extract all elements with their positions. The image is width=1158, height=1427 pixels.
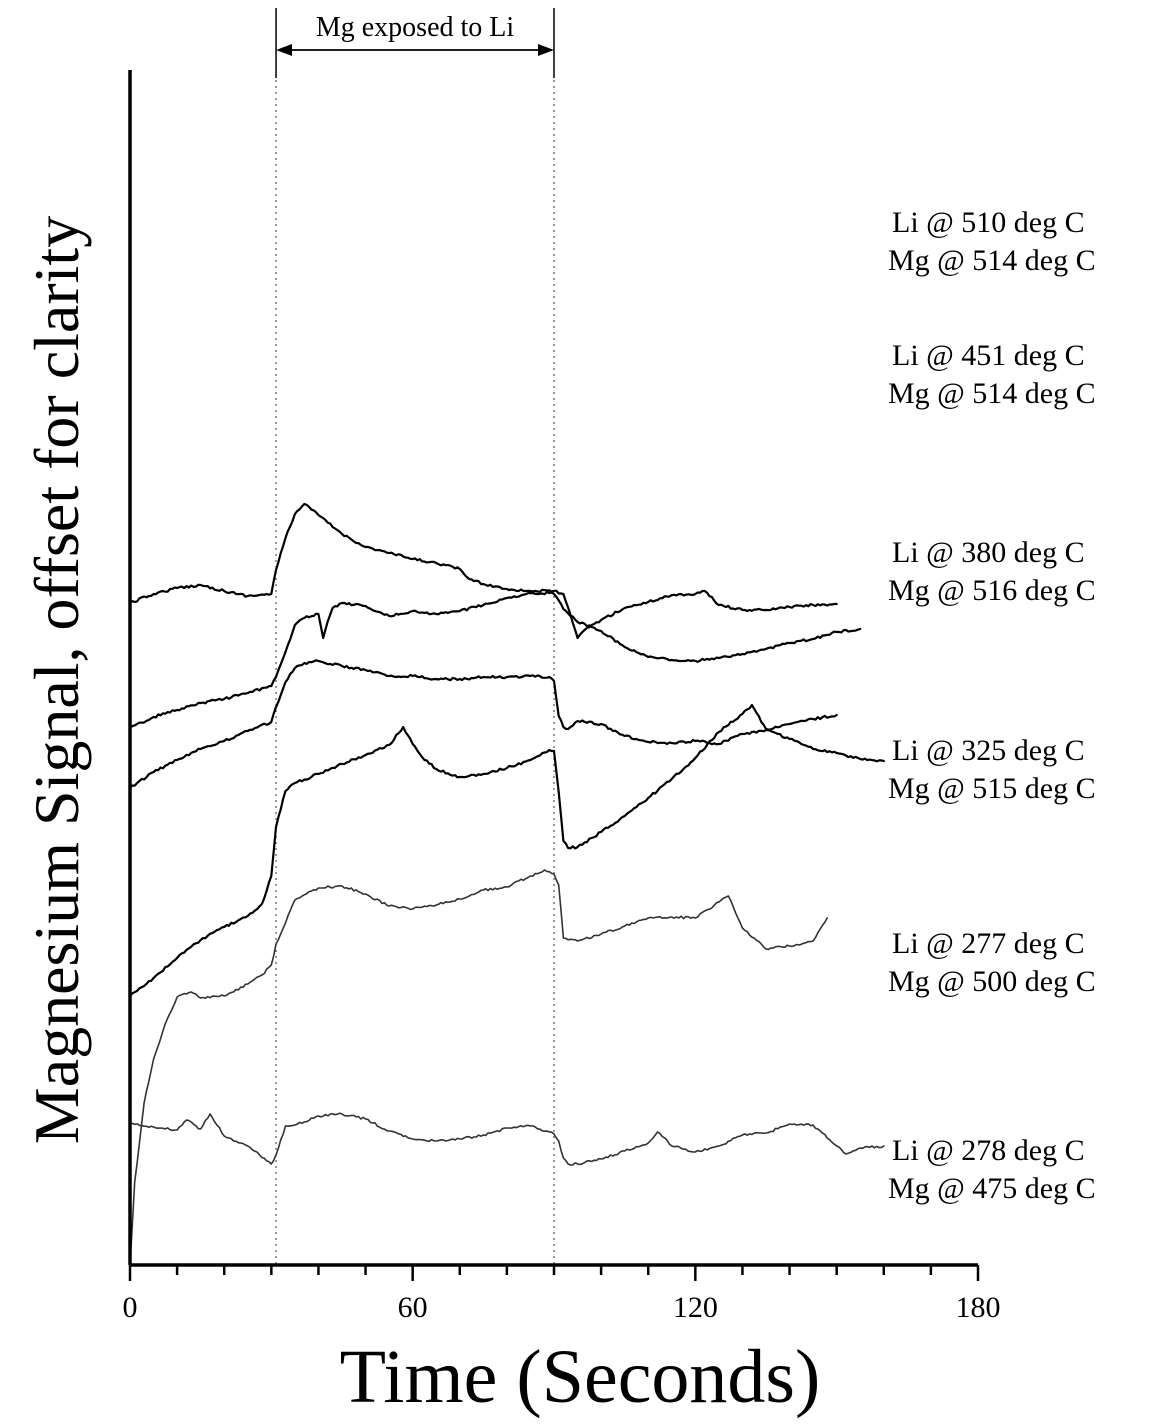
series-line-4 <box>128 703 885 998</box>
series-layer <box>128 502 885 1267</box>
x-tick-label: 0 <box>123 1291 138 1324</box>
series-line-2 <box>128 591 862 730</box>
series-label-6-line-2: Mg @ 475 deg C <box>888 1172 1096 1205</box>
series-line-3 <box>128 659 838 790</box>
series-label-5-line-2: Mg @ 500 deg C <box>888 965 1096 998</box>
series-line-1 <box>128 502 838 640</box>
x-tick-label: 180 <box>956 1291 1001 1324</box>
series-label-3-line-2: Mg @ 516 deg C <box>888 574 1096 607</box>
exposure-annotation: Mg exposed to Li <box>275 8 555 78</box>
series-line-6 <box>129 1112 885 1166</box>
x-axis-label: Time (Seconds) <box>340 1335 821 1419</box>
series-label-2-line-1: Li @ 451 deg C <box>892 339 1085 372</box>
series-label-2-line-2: Mg @ 514 deg C <box>888 377 1096 410</box>
series-label-5-line-1: Li @ 277 deg C <box>892 927 1085 960</box>
series-label-3-line-1: Li @ 380 deg C <box>892 536 1085 569</box>
series-label-6-line-1: Li @ 278 deg C <box>892 1134 1085 1167</box>
x-tick-label: 60 <box>398 1291 428 1324</box>
x-ticks: 0 60 120 180 <box>123 1265 1001 1324</box>
x-tick-label: 120 <box>673 1291 718 1324</box>
y-axis-label: Magnesium Signal, offset for clarity <box>21 216 92 1144</box>
series-labels: Li @ 510 deg C Mg @ 514 deg C Li @ 451 deg… <box>888 206 1096 1205</box>
exposure-guides <box>275 80 555 1265</box>
annotation-label: Mg exposed to Li <box>316 12 515 43</box>
series-label-1-line-1: Li @ 510 deg C <box>892 206 1085 239</box>
series-label-4-line-2: Mg @ 515 deg C <box>888 772 1096 805</box>
series-label-1-line-2: Mg @ 514 deg C <box>888 244 1096 277</box>
annotation-arrowhead-left <box>276 44 293 56</box>
axes: 0 60 120 180 <box>123 70 1001 1324</box>
series-line-5 <box>129 869 829 1267</box>
annotation-arrowhead-right <box>538 44 554 56</box>
series-label-4-line-1: Li @ 325 deg C <box>892 734 1085 767</box>
